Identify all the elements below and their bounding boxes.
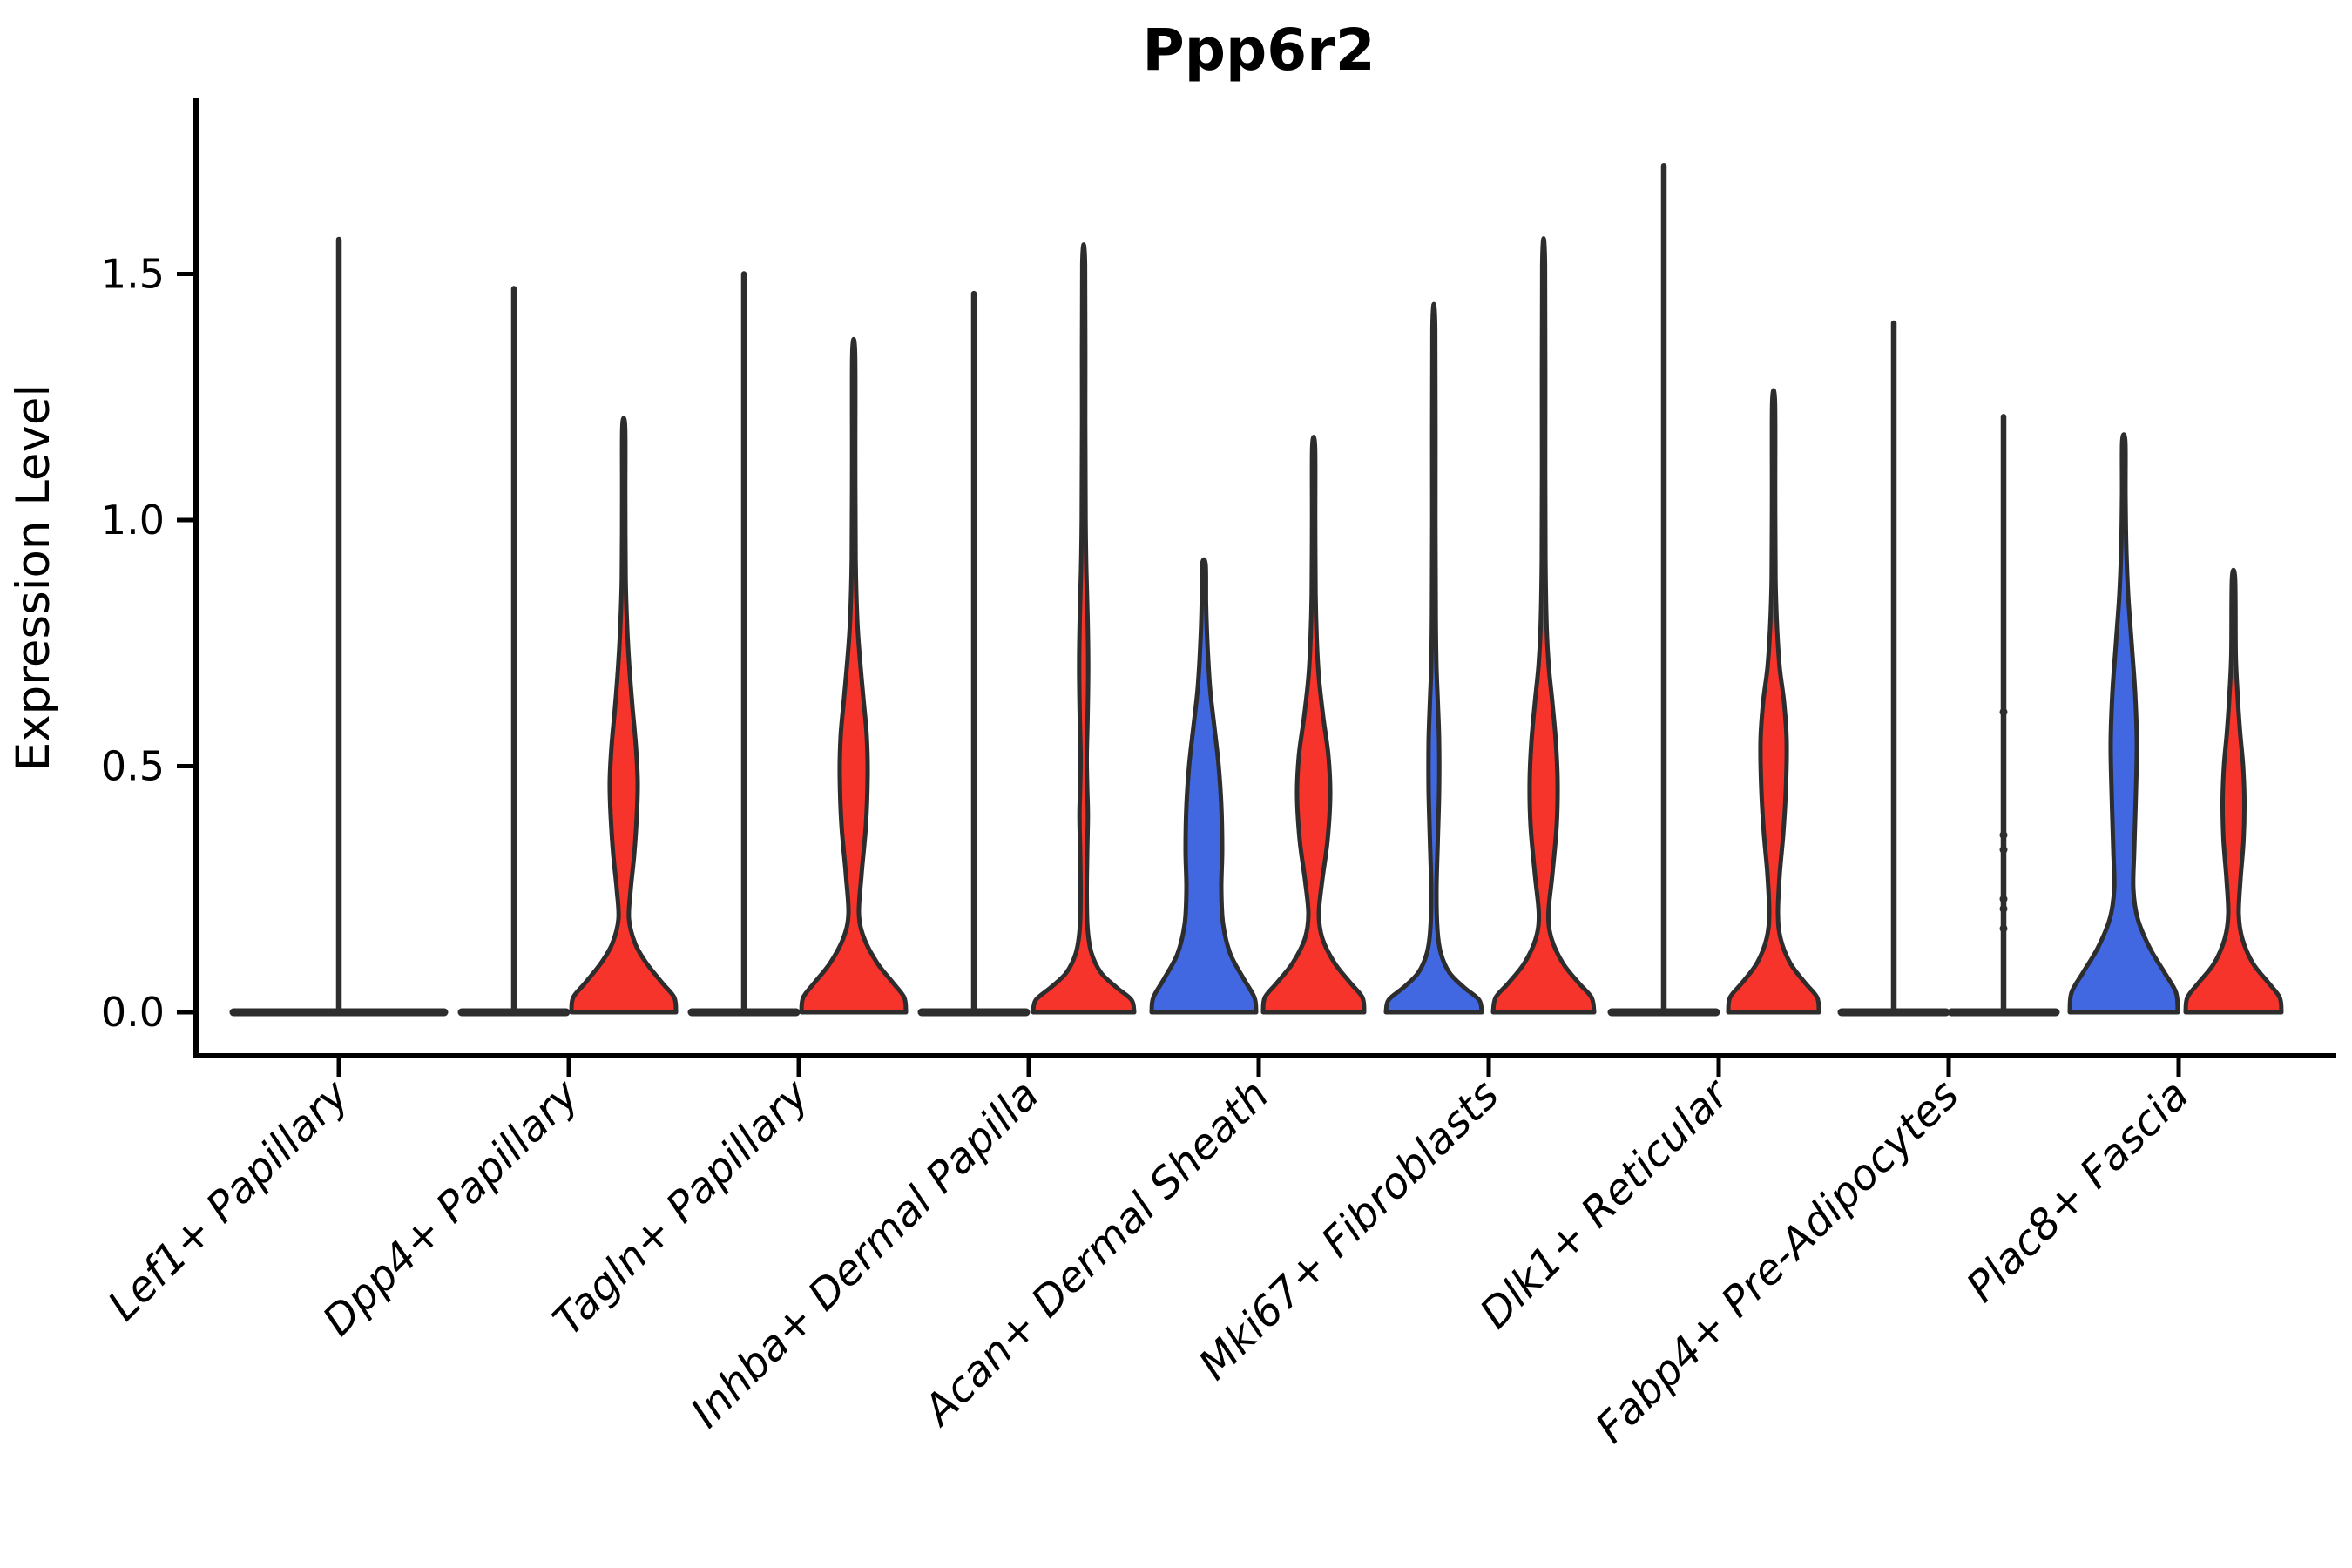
- violin-shape: [1149, 557, 1259, 1015]
- violin-mki67-blue: [1383, 301, 1484, 1015]
- violin-dpp4-red: [569, 416, 679, 1015]
- x-category-label-lef1: Lef1+ Papillary: [98, 1070, 359, 1330]
- violin-plac8-red: [2183, 567, 2284, 1015]
- violin-dlk1-blue: [1607, 162, 1720, 1017]
- violin-plac8-blue: [2067, 432, 2180, 1015]
- violin-shape: [1383, 301, 1484, 1015]
- violin-point-dot: [1999, 924, 2008, 933]
- violin-fabp4-blue: [1837, 320, 1950, 1017]
- y-tick-label: 0.5: [101, 743, 165, 790]
- violin-dpp4-blue: [457, 286, 571, 1017]
- violin-tagln-blue: [687, 271, 801, 1017]
- violin-shape: [1031, 242, 1137, 1015]
- violin-shape: [799, 336, 909, 1015]
- violin-point-dot: [1999, 846, 2008, 855]
- violin-inhba-red: [1031, 242, 1137, 1015]
- violin-shape: [2183, 567, 2284, 1015]
- y-tick-label: 1.5: [101, 251, 165, 298]
- violin-inhba-blue: [917, 290, 1031, 1017]
- violins-layer: [229, 162, 2284, 1017]
- violin-shape: [2067, 432, 2180, 1015]
- x-category-label-dpp4: Dpp4+ Papillary: [314, 1070, 589, 1345]
- x-category-label-dlk1: Dlk1+ Reticular: [1470, 1069, 1740, 1339]
- y-tick-label: 0.0: [101, 989, 165, 1036]
- violin-point-dot: [1999, 895, 2008, 903]
- violin-mki67-red: [1490, 236, 1597, 1015]
- violin-fabp4-red: [1947, 414, 2060, 1017]
- violin-shape: [1490, 236, 1597, 1015]
- y-ticks: 0.0 0.5 1.0 1.5: [101, 251, 196, 1036]
- violin-acan-blue: [1149, 557, 1259, 1015]
- violin-shape: [1260, 435, 1367, 1015]
- y-tick-label: 1.0: [101, 497, 165, 544]
- x-category-label-tagln: Tagln+ Papillary: [544, 1070, 819, 1345]
- chart-title: Ppp6r2: [1142, 17, 1375, 84]
- violin-point-dot: [1999, 707, 2008, 716]
- violin-point-dot: [1999, 831, 2008, 840]
- violin-lef1-single: [229, 236, 449, 1017]
- x-category-label-plac8: Plac8+ Fascia: [1957, 1071, 2199, 1312]
- violin-dlk1-red: [1726, 388, 1821, 1015]
- x-category-label-fabp4: Fabp4+ Pre-Adipocytes: [1586, 1071, 1969, 1453]
- violin-shape: [1726, 388, 1821, 1015]
- violin-point-dot: [1999, 904, 2008, 913]
- violin-shape: [569, 416, 679, 1015]
- violin-tagln-red: [799, 336, 909, 1015]
- y-axis-title: Expression Level: [7, 384, 60, 771]
- violin-acan-red: [1260, 435, 1367, 1015]
